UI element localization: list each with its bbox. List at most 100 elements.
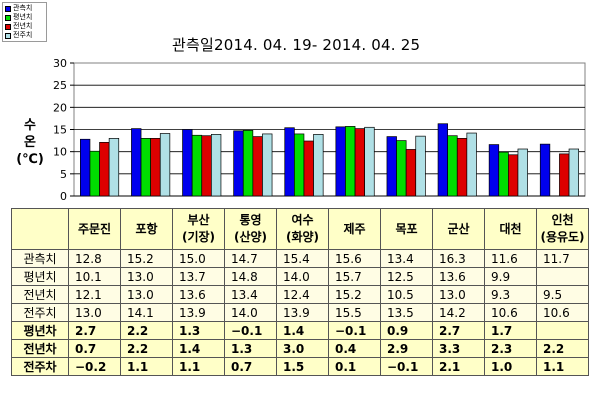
table-cell: [536, 321, 589, 340]
bar: [386, 136, 397, 197]
table-cell: 2.3: [484, 339, 537, 358]
y-axis-label-line: (℃): [16, 152, 44, 167]
table-cell: 2.7: [68, 321, 121, 340]
station-name: 통영: [239, 213, 262, 227]
table-cell: 1.7: [484, 321, 537, 340]
table-cell: 13.0: [120, 267, 173, 286]
bar: [313, 134, 324, 197]
legend-swatch: [5, 5, 11, 12]
y-axis-label-line: 수: [24, 118, 36, 133]
bar-chart: 0 5 10 15 20 25 30: [53, 57, 586, 203]
table-cell: 15.4: [276, 249, 329, 268]
legend-item: 관측치: [5, 4, 44, 13]
legend-swatch: [5, 14, 11, 21]
table-row: 전주치 13.0 14.1 13.9 14.0 13.9 15.5 13.5 14.2 10.6 1…: [11, 303, 589, 322]
table-cell: 9.3: [484, 285, 537, 304]
station-name: 인천: [551, 213, 574, 227]
bar: [191, 134, 203, 197]
bar: [508, 154, 519, 197]
bar: [252, 136, 263, 197]
y-tick-label: 20: [53, 101, 67, 114]
table-cell: 11.7: [536, 249, 589, 268]
table-row: 전년차 0.7 2.2 1.4 1.3 3.0 0.4 2.9 3.3 2.3 2.2: [11, 339, 589, 358]
table-cell: 15.2: [120, 249, 173, 268]
table-cell: 1.1: [120, 357, 173, 376]
bar: [108, 138, 120, 197]
legend-label: 평년치: [13, 13, 33, 21]
chart-title: 관측일2014. 04. 19- 2014. 04. 25: [172, 36, 421, 54]
bar: [405, 149, 417, 197]
table-cell: 1.5: [276, 357, 329, 376]
y-axis-label-line: 온: [24, 135, 36, 150]
row-label: 전주치: [11, 303, 69, 322]
table-cell: 15.5: [328, 303, 381, 322]
table-cell: 0.4: [328, 339, 381, 358]
table-corner: [11, 208, 69, 250]
table-cell: 11.6: [484, 249, 537, 268]
bar: [79, 138, 91, 197]
table-cell: 16.3: [432, 249, 485, 268]
y-tick-label: 30: [53, 57, 67, 70]
bar: [201, 135, 212, 197]
station-header: 인천 (용유도): [536, 208, 589, 250]
legend-item: 전주치: [5, 31, 44, 40]
bar: [294, 133, 305, 197]
bar: [498, 151, 509, 197]
station-header: 부산 (기장): [172, 208, 225, 250]
table-cell: 12.4: [276, 285, 329, 304]
bar: [150, 138, 161, 197]
bar: [437, 123, 448, 197]
bar: [354, 128, 365, 197]
legend-item: 평년치: [5, 13, 44, 22]
bar: [488, 144, 500, 197]
station-name: 여수: [291, 213, 314, 227]
station-name: (산양): [233, 230, 268, 244]
station-name: (용유도): [540, 230, 585, 244]
station-header: 여수 (화양): [276, 208, 329, 250]
legend-swatch: [5, 32, 11, 39]
station-header: 주문진: [68, 208, 121, 250]
row-label: 전년치: [11, 285, 69, 304]
table-cell: 2.9: [380, 339, 433, 358]
bar: [364, 126, 375, 197]
table-cell: 12.8: [68, 249, 121, 268]
station-header: 군산: [432, 208, 485, 250]
table-cell: 13.0: [120, 285, 173, 304]
table-cell: 13.0: [432, 285, 485, 304]
table-cell: 13.9: [276, 303, 329, 322]
bar: [415, 135, 426, 197]
table-cell: 15.2: [328, 285, 381, 304]
bar: [242, 130, 254, 197]
table-cell: 10.6: [536, 303, 589, 322]
table-cell: 13.9: [172, 303, 225, 322]
table-cell: 15.0: [172, 249, 225, 268]
y-tick-label: 0: [60, 190, 67, 203]
station-name: (기장): [181, 230, 216, 244]
chart-legend: 관측치 평년치 전년치 전주치: [2, 2, 47, 42]
station-name: 부산: [187, 213, 210, 227]
legend-label: 관측치: [13, 4, 33, 12]
table-cell: 14.8: [224, 267, 277, 286]
row-label: 관측치: [11, 249, 69, 268]
table-cell: −0.2: [68, 357, 121, 376]
bar: [99, 142, 110, 197]
bar: [345, 126, 356, 197]
table-row: 전년치 12.1 13.0 13.6 13.4 12.4 15.2 10.5 13.0 9.3 9.…: [11, 285, 589, 304]
bar: [517, 148, 528, 197]
table-cell: 1.4: [172, 339, 225, 358]
bar: [466, 132, 477, 197]
table-cell: 2.7: [432, 321, 485, 340]
station-name: (화양): [285, 230, 320, 244]
bar: [140, 138, 152, 197]
table-cell: 9.9: [484, 267, 537, 286]
bar: [559, 153, 570, 197]
table-cell: 1.1: [536, 357, 589, 376]
y-tick-label: 25: [53, 79, 67, 92]
legend-swatch: [5, 23, 11, 30]
table-cell: 3.3: [432, 339, 485, 358]
station-header: 목포: [380, 208, 433, 250]
row-label: 평년치: [11, 267, 69, 286]
table-cell: 15.7: [328, 267, 381, 286]
bar: [303, 140, 314, 197]
table-cell: 14.0: [224, 303, 277, 322]
